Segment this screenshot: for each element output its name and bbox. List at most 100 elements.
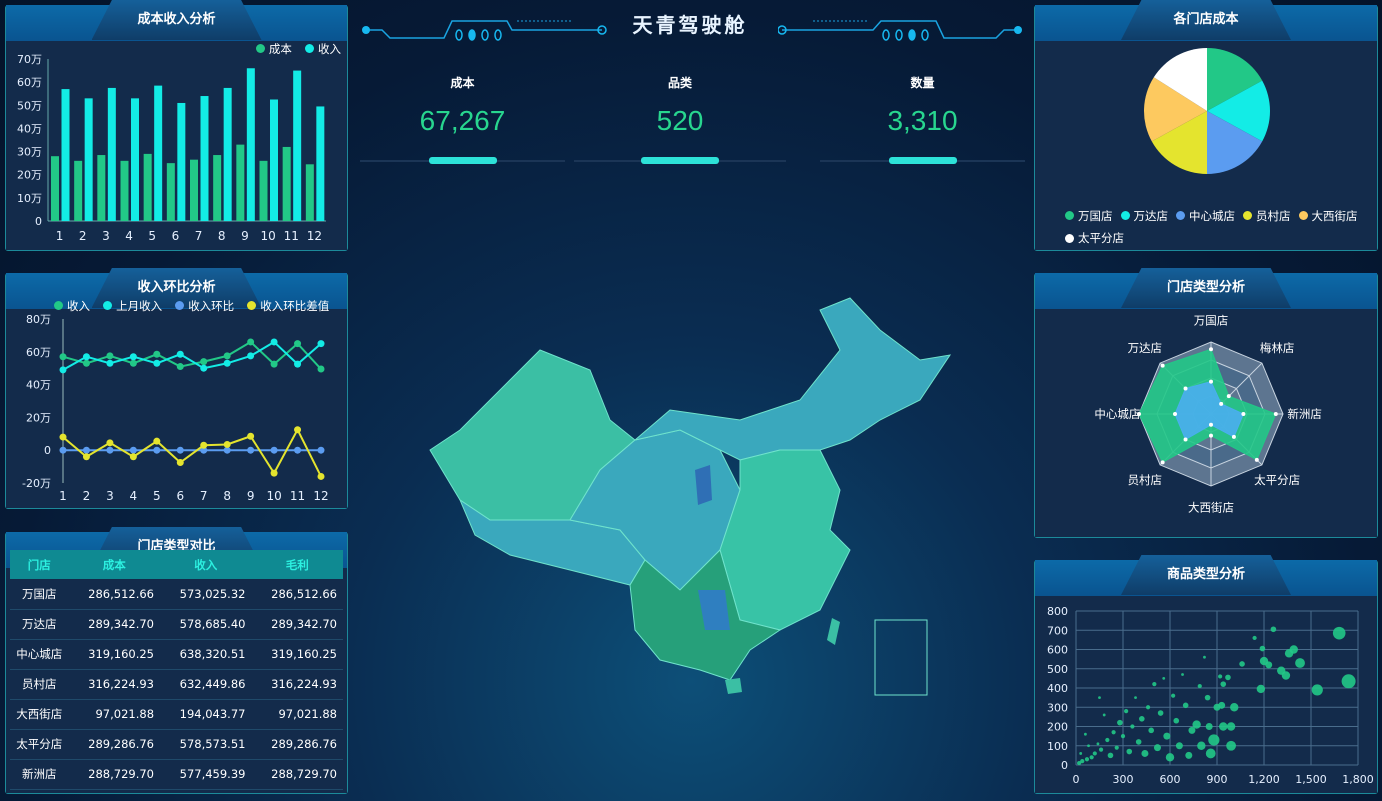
kpi-quantity: 数量 3,310 — [820, 62, 1025, 164]
scatter-point — [1077, 760, 1082, 766]
china-map[interactable] — [420, 290, 960, 710]
legend-label: 上月收入 — [116, 298, 163, 313]
map-region-taiwan — [827, 618, 840, 645]
x-tick-label: 11 — [284, 229, 299, 243]
legend-item[interactable]: 太平分店 — [1065, 227, 1124, 249]
table-row[interactable]: 新洲店 288,729.70 577,459.39 288,729.70 — [10, 759, 343, 790]
data-point — [200, 441, 208, 449]
legend-dot — [1065, 233, 1074, 243]
column-header[interactable]: 收入 — [160, 550, 252, 579]
pie-slice — [1207, 48, 1263, 111]
table-cell: 578,573.51 — [160, 729, 252, 760]
y-tick-label: 70万 — [17, 53, 42, 66]
radar-point — [1183, 437, 1188, 442]
kpi-value: 3,310 — [887, 105, 958, 136]
table-cell: 638,320.51 — [160, 639, 252, 670]
table-header-row: 门店 成本 收入 毛利 — [10, 550, 343, 579]
table-row[interactable]: 万达店 289,342.70 578,685.40 289,342.70 — [10, 609, 343, 640]
radar-point — [1254, 457, 1259, 462]
x-tick-label: 6 — [176, 489, 184, 503]
table-cell: 632,449.86 — [160, 669, 252, 700]
x-tick-label: 4 — [125, 229, 133, 243]
table-cell: 288,729.70 — [251, 759, 343, 790]
legend-dot — [1243, 211, 1252, 220]
legend-item[interactable]: 中心城店 — [1176, 205, 1235, 227]
table-cell: 573,025.32 — [160, 579, 252, 610]
legend-item[interactable]: 收入 — [54, 298, 90, 314]
radar-indicator-label: 大西街店 — [1188, 501, 1234, 515]
bar-cost — [282, 146, 291, 221]
legend-item[interactable]: 大西街店 — [1298, 205, 1358, 227]
x-tick-label: 10 — [260, 229, 275, 243]
table-row[interactable]: 大西街店 97,021.88 194,043.77 97,021.88 — [10, 699, 343, 730]
radar-point — [1137, 412, 1141, 416]
legend-item[interactable]: 员村店 — [1243, 205, 1291, 227]
legend-dot — [1120, 211, 1130, 220]
radar-point — [1160, 363, 1165, 368]
data-point — [200, 358, 208, 366]
legend-item[interactable]: 万达店 — [1120, 205, 1168, 227]
legend-item[interactable]: 成本 — [255, 41, 292, 57]
x-tick-label: 1,800 — [1342, 773, 1374, 786]
radar-point — [1273, 412, 1278, 416]
bar-income — [61, 89, 70, 221]
data-point — [223, 440, 231, 448]
table-row[interactable]: 太平分店 289,286.76 578,573.51 289,286.76 — [10, 729, 343, 760]
legend-item[interactable]: 上月收入 — [103, 298, 162, 314]
legend-label: 太平分店 — [1078, 231, 1124, 245]
scatter-point — [1084, 732, 1087, 736]
scatter-point — [1205, 748, 1216, 759]
table-cell: 万国店 — [10, 579, 69, 610]
south-china-sea-inset — [874, 619, 928, 696]
radar-point — [1219, 401, 1224, 406]
scatter-point — [1205, 723, 1213, 730]
radar-indicator-label: 太平分店 — [1254, 473, 1300, 487]
table-cell: 员村店 — [10, 669, 69, 700]
table-cell: 大西街店 — [10, 699, 69, 730]
x-tick-label: 0 — [1073, 773, 1080, 786]
series-line — [62, 427, 322, 477]
x-tick-label: 7 — [195, 229, 203, 243]
table-cell: 97,021.88 — [68, 699, 161, 730]
legend-dot — [1298, 211, 1308, 220]
table-row[interactable]: 万国店 286,512.66 573,025.32 286,512.66 — [10, 579, 343, 610]
x-tick-label: 8 — [223, 489, 231, 503]
scatter-point — [1188, 726, 1196, 734]
panel-title: 门店类型分析 — [1121, 268, 1291, 308]
radar-point — [1173, 412, 1177, 416]
table-cell: 289,286.76 — [251, 729, 343, 760]
data-point — [247, 432, 255, 440]
kpi-value: 520 — [656, 105, 704, 136]
table-cell: 万达店 — [10, 609, 69, 640]
table-cell: 288,729.70 — [68, 759, 161, 790]
column-header[interactable]: 成本 — [68, 550, 161, 579]
scatter-point — [1277, 666, 1286, 675]
radar-point — [1183, 386, 1188, 391]
data-point — [129, 446, 137, 454]
table-cell: 316,224.93 — [68, 669, 161, 700]
scatter-chart: 0 100 200 300 400 500 600 700 800 0 300 600 900 1,200… — [1047, 605, 1374, 786]
table-cell: 289,342.70 — [68, 609, 161, 640]
scatter-point — [1182, 702, 1189, 709]
scatter-point — [1225, 674, 1231, 681]
column-header[interactable]: 门店 — [10, 550, 69, 579]
radar-point — [1209, 422, 1213, 427]
legend-item[interactable]: 收入环比差值 — [247, 298, 329, 314]
scatter-point — [1124, 709, 1129, 714]
data-point — [153, 350, 161, 358]
x-tick-label: 7 — [200, 489, 208, 503]
scatter-point — [1117, 719, 1123, 726]
table-row[interactable]: 员村店 316,224.93 632,449.86 316,224.93 — [10, 669, 343, 700]
x-tick-label: 2 — [79, 229, 87, 243]
bar-cost — [143, 153, 152, 221]
data-point — [82, 353, 90, 361]
table-cell: 289,286.76 — [68, 729, 161, 760]
legend-item[interactable]: 万国店 — [1065, 205, 1113, 227]
table-row[interactable]: 中心城店 319,160.25 638,320.51 319,160.25 — [10, 639, 343, 670]
legend-item[interactable]: 收入 — [305, 41, 341, 57]
x-tick-label: 600 — [1160, 773, 1181, 786]
legend-item[interactable]: 收入环比 — [175, 298, 234, 314]
column-header[interactable]: 毛利 — [251, 550, 343, 579]
scatter-point — [1181, 673, 1184, 676]
bar-cost — [213, 155, 222, 221]
